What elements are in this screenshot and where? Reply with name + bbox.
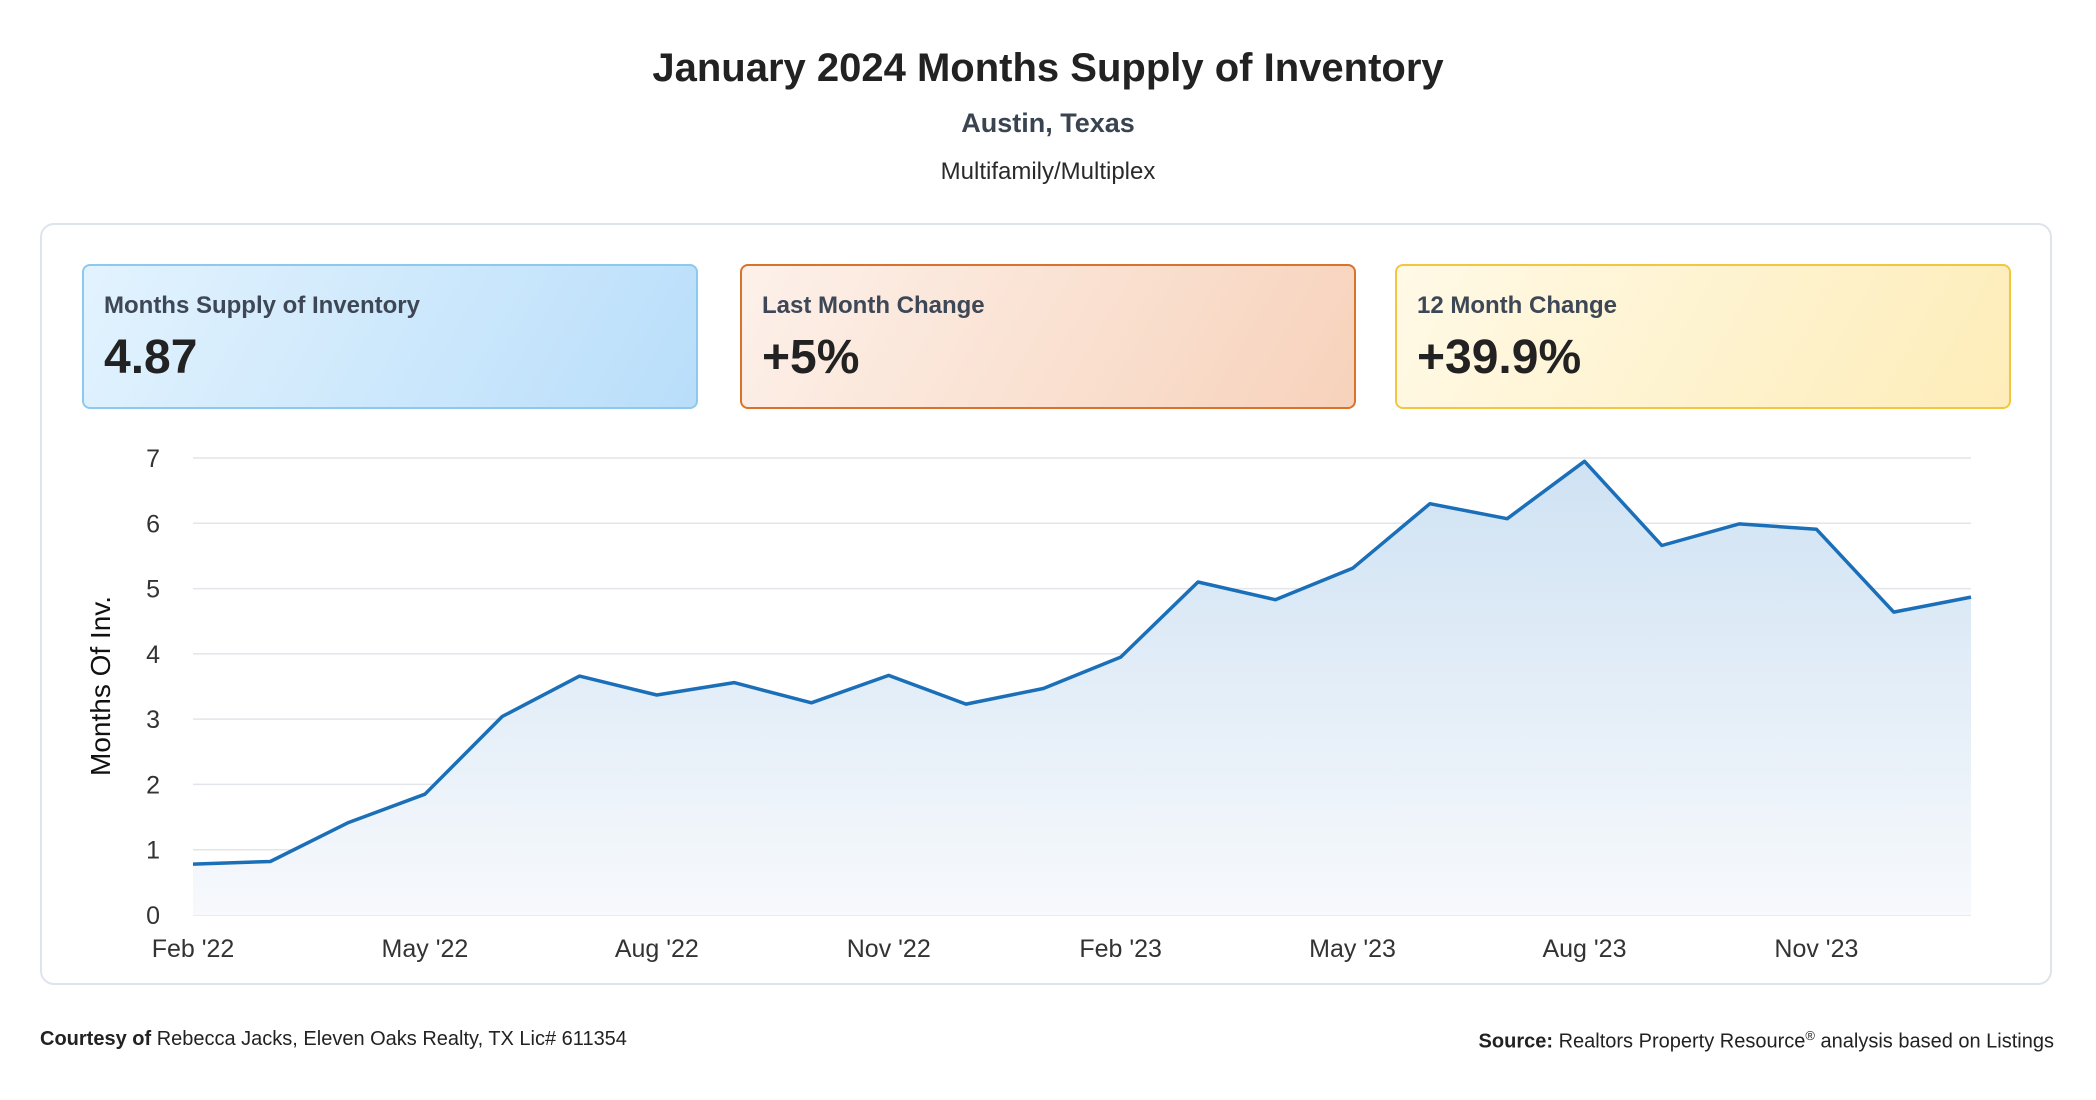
stat-card-12-month-change: 12 Month Change +39.9% [1395,264,2011,409]
y-tick-label: 2 [146,771,160,799]
stat-card-label: Last Month Change [762,292,985,319]
x-tick-label: May '22 [382,935,469,963]
chart-title: January 2024 Months Supply of Inventory [652,46,1444,90]
series-area [193,461,1971,915]
chart-subtitle: Austin, Texas [961,108,1135,138]
y-axis-ticks: 0 1 2 3 4 5 6 7 [146,445,160,930]
courtesy-note: Courtesy of Rebecca Jacks, Eleven Oaks R… [40,1028,627,1051]
x-tick-label: May '23 [1309,935,1396,963]
x-tick-label: Feb '23 [1079,935,1162,963]
x-axis-ticks: Feb '22 May '22 Aug '22 Nov '22 Feb '23 May '… [152,935,1859,963]
stat-card-label: Months Supply of Inventory [104,292,420,319]
y-tick-label: 6 [146,510,160,538]
stat-card-value: 4.87 [104,331,198,384]
y-tick-label: 0 [146,902,160,930]
y-tick-label: 7 [146,445,160,473]
registered-mark: ® [1805,1028,1815,1043]
property-category: Multifamily/Multiplex [940,158,1156,185]
stat-card-label: 12 Month Change [1417,292,1618,319]
y-tick-label: 5 [146,576,160,604]
source-text: Realtors Property Resource [1558,1030,1806,1053]
x-tick-label: Aug '23 [1542,935,1626,963]
stat-card-last-month-change: Last Month Change +5% [740,264,1356,409]
stat-card-months-supply: Months Supply of Inventory 4.87 [82,264,698,409]
series-line [192,459,1972,866]
y-tick-label: 4 [146,641,160,669]
courtesy-label: Courtesy of [40,1028,152,1050]
y-tick-label: 1 [146,837,160,865]
stat-card-value: +5% [762,331,860,384]
source-note: Source: Realtors Property Resource® anal… [1479,1028,2054,1054]
x-tick-label: Feb '22 [152,935,235,963]
source-label: Source: [1478,1030,1554,1053]
x-tick-label: Aug '22 [615,935,699,963]
y-tick-label: 3 [146,706,160,734]
courtesy-text: Rebecca Jacks, Eleven Oaks Realty, TX Li… [156,1028,627,1050]
y-axis-label: Months Of Inv. [85,596,116,776]
stat-card-value: +39.9% [1417,331,1582,384]
source-suffix: analysis based on Listings [1820,1030,2054,1053]
x-tick-label: Nov '23 [1774,935,1858,963]
x-tick-label: Nov '22 [847,935,931,963]
